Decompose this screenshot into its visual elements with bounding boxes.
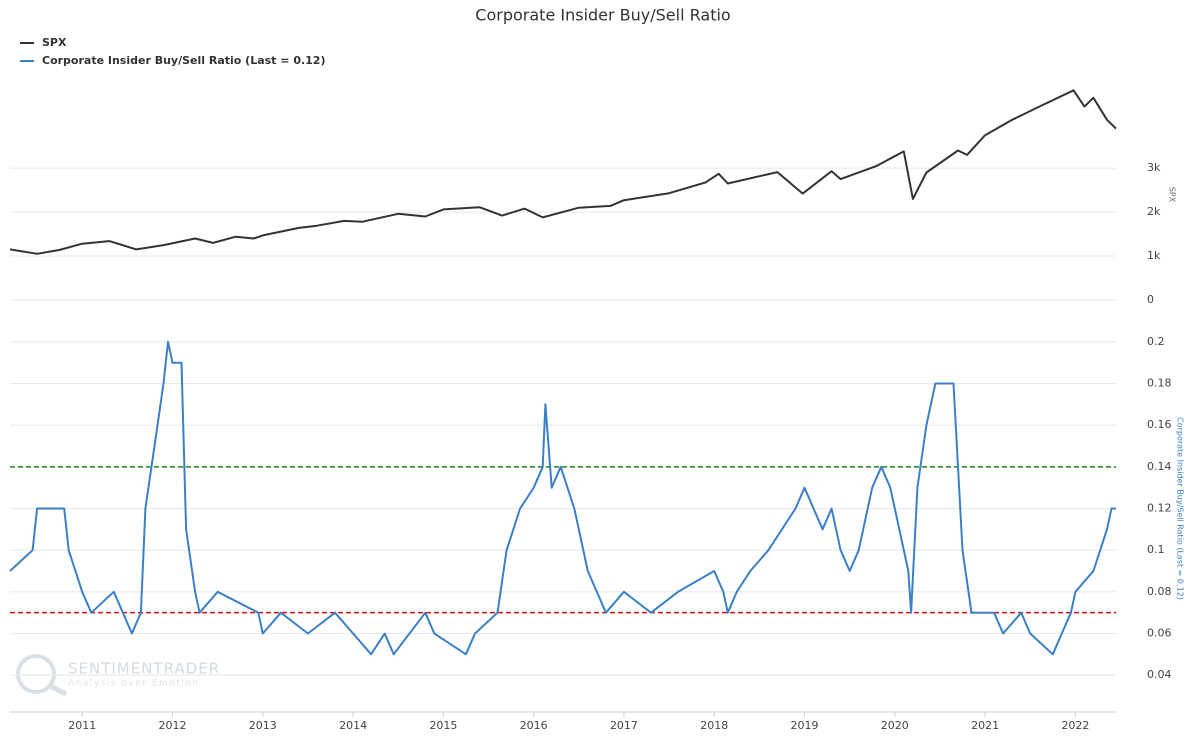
x-tick-label: 2015 bbox=[429, 719, 457, 732]
x-tick-label: 2020 bbox=[881, 719, 909, 732]
y-tick-label: 0.1 bbox=[1147, 543, 1165, 556]
x-tick-label: 2017 bbox=[610, 719, 638, 732]
y-axis-title: Corporate Insider Buy/Sell Ratio (Last =… bbox=[1176, 417, 1185, 600]
x-tick-label: 2011 bbox=[68, 719, 96, 732]
y-tick-label: 0.06 bbox=[1147, 627, 1172, 640]
x-tick-label: 2016 bbox=[520, 719, 548, 732]
watermark-logo bbox=[48, 683, 68, 697]
x-tick-label: 2018 bbox=[700, 719, 728, 732]
watermark-name: SENTIMENTRADER bbox=[68, 660, 220, 678]
y-tick-label: 0.16 bbox=[1147, 418, 1172, 431]
x-tick-label: 2021 bbox=[971, 719, 999, 732]
y-tick-label: 0.2 bbox=[1147, 335, 1165, 348]
watermark-tagline: Analysis over Emotion bbox=[68, 679, 200, 689]
y-tick-label: 0.14 bbox=[1147, 460, 1172, 473]
y-tick-label: 1k bbox=[1147, 249, 1161, 262]
y-tick-label: 3k bbox=[1147, 161, 1161, 174]
watermark: SENTIMENTRADER Analysis over Emotion bbox=[16, 654, 220, 697]
y-tick-label: 0.18 bbox=[1147, 377, 1172, 390]
x-tick-label: 2013 bbox=[249, 719, 277, 732]
series-line bbox=[9, 89, 1117, 255]
x-tick-label: 2022 bbox=[1061, 719, 1089, 732]
legend-label: SPX bbox=[42, 36, 67, 49]
chart-title: Corporate Insider Buy/Sell Ratio bbox=[475, 6, 730, 25]
y-tick-label: 0.12 bbox=[1147, 502, 1172, 515]
x-tick-label: 2019 bbox=[791, 719, 819, 732]
y-tick-label: 2k bbox=[1147, 205, 1161, 218]
watermark-logo bbox=[16, 654, 56, 694]
series-line bbox=[9, 340, 1116, 656]
x-tick-label: 2012 bbox=[159, 719, 187, 732]
legend-label: Corporate Insider Buy/Sell Ratio (Last =… bbox=[42, 54, 326, 67]
y-tick-label: 0 bbox=[1147, 293, 1154, 306]
y-tick-label: 0.08 bbox=[1147, 585, 1172, 598]
y-axis-title: SPX bbox=[1168, 187, 1177, 203]
y-tick-label: 0.04 bbox=[1147, 668, 1172, 681]
x-tick-label: 2014 bbox=[339, 719, 367, 732]
